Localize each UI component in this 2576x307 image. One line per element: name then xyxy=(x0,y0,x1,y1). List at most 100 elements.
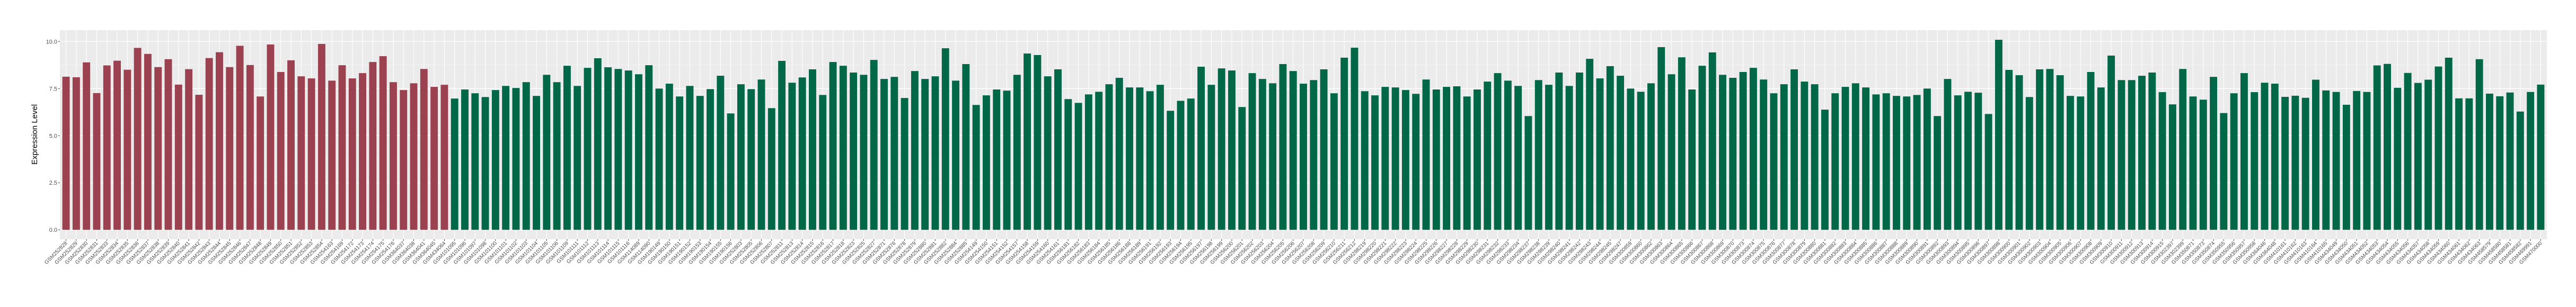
bar xyxy=(2056,75,2064,230)
bar xyxy=(1934,116,1942,230)
bar xyxy=(461,89,469,230)
bar xyxy=(1463,96,1471,230)
bar xyxy=(911,71,919,230)
bar xyxy=(1841,87,1849,230)
bar xyxy=(2077,96,2085,230)
bar xyxy=(2475,59,2483,230)
bar xyxy=(1862,87,1870,230)
bar xyxy=(369,62,377,230)
bar xyxy=(614,69,622,230)
bar xyxy=(389,82,397,230)
bar xyxy=(1432,89,1440,230)
bar xyxy=(1627,88,1635,230)
bar xyxy=(2168,104,2176,230)
bar xyxy=(696,96,704,230)
bar xyxy=(83,62,91,230)
bar xyxy=(257,96,264,230)
bar xyxy=(972,105,980,230)
bar xyxy=(2199,100,2207,230)
bar xyxy=(553,82,561,230)
bar xyxy=(1995,40,2002,230)
bar xyxy=(1105,84,1113,230)
bar xyxy=(2107,56,2115,230)
bar xyxy=(1688,89,1696,230)
bar xyxy=(1882,93,1890,230)
bar xyxy=(1974,93,1982,230)
bar xyxy=(1218,68,1225,230)
bar xyxy=(1484,82,1492,230)
bar xyxy=(1279,64,1287,230)
bar xyxy=(2230,93,2238,230)
bar xyxy=(1913,95,1921,230)
bar xyxy=(1422,79,1430,230)
bar xyxy=(1596,78,1604,230)
bar xyxy=(502,86,510,230)
bar xyxy=(1034,55,1042,230)
bar xyxy=(921,79,929,230)
bar xyxy=(1115,78,1123,230)
bar xyxy=(1177,101,1185,230)
bars xyxy=(62,40,2545,230)
bar xyxy=(2158,92,2166,230)
bar xyxy=(645,65,653,230)
bar xyxy=(604,67,612,230)
bar xyxy=(1187,98,1195,230)
bar xyxy=(400,90,408,230)
bar xyxy=(1944,79,1952,230)
bar xyxy=(2434,66,2442,230)
bar xyxy=(2465,98,2473,230)
bar xyxy=(2414,83,2422,230)
bar xyxy=(1269,83,1277,230)
bar xyxy=(543,75,551,230)
bar xyxy=(1238,107,1246,230)
bar xyxy=(2291,95,2299,230)
x-axis: GSM252828GSM252829GSM252830GSM252831GSM2… xyxy=(43,239,2544,266)
bar xyxy=(287,60,295,230)
bar xyxy=(1320,69,1328,230)
bar xyxy=(1514,86,1522,230)
bar xyxy=(2271,84,2279,230)
bar xyxy=(1811,84,1819,230)
bar xyxy=(277,72,285,230)
bar xyxy=(1003,91,1011,230)
bar xyxy=(471,93,479,230)
y-axis-title: Expression Level xyxy=(30,104,39,165)
bar xyxy=(1565,86,1573,230)
bar xyxy=(1371,95,1379,230)
bar xyxy=(2067,96,2074,230)
bar xyxy=(1084,94,1092,230)
bar xyxy=(993,89,1001,230)
bar xyxy=(1831,93,1839,230)
bar xyxy=(491,90,499,230)
bar xyxy=(1054,69,1062,230)
bar xyxy=(328,80,336,230)
bar xyxy=(1575,73,1583,230)
bar xyxy=(1453,86,1461,230)
bar xyxy=(103,65,111,230)
bar xyxy=(2005,70,2013,230)
bar xyxy=(1821,110,1829,230)
bar xyxy=(1586,59,1594,230)
bar xyxy=(226,67,234,230)
bar xyxy=(2537,84,2545,230)
bar xyxy=(2189,96,2197,230)
bar xyxy=(2015,75,2023,230)
bar xyxy=(1330,93,1338,230)
bar xyxy=(1760,79,1768,230)
bar xyxy=(1984,114,1992,230)
bar xyxy=(2394,87,2402,230)
bar xyxy=(1606,66,1614,230)
bar xyxy=(1708,52,1716,230)
bar xyxy=(1391,87,1399,230)
bar xyxy=(246,65,254,230)
bar xyxy=(297,76,305,230)
bar xyxy=(317,43,325,230)
bar xyxy=(1361,91,1369,230)
bar xyxy=(798,77,806,230)
bar xyxy=(1668,74,1675,230)
bar xyxy=(1872,94,1880,230)
bar xyxy=(185,69,193,230)
bar xyxy=(574,86,581,230)
bar xyxy=(1197,67,1205,230)
